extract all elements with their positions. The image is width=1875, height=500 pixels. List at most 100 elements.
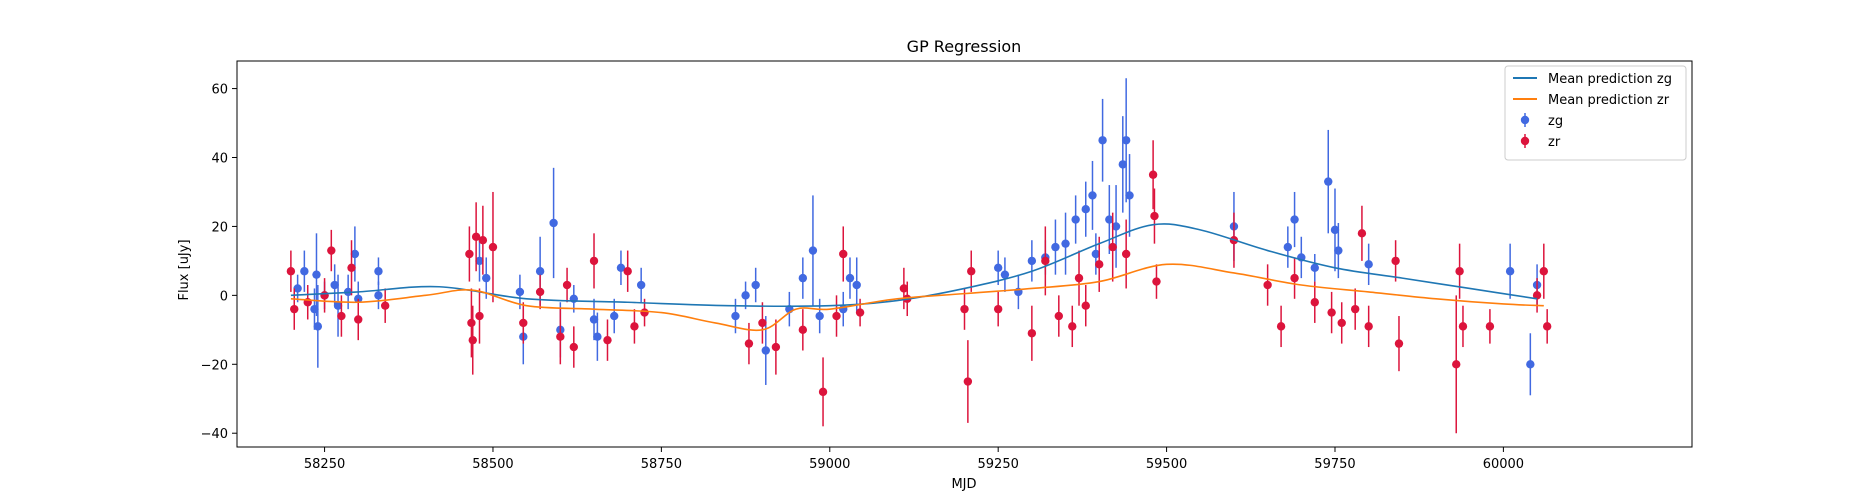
data-point-zr	[290, 304, 299, 314]
data-point-zr	[1394, 339, 1404, 348]
data-point-zr	[960, 304, 969, 314]
legend-box	[1504, 65, 1687, 161]
data-point-zg	[1290, 215, 1299, 224]
x-tick-label: 59500	[1146, 457, 1187, 472]
x-tick-label: 59750	[1314, 457, 1355, 472]
data-point-zg	[1505, 267, 1515, 276]
data-point-zr	[630, 322, 639, 331]
data-point-zr	[623, 267, 632, 276]
data-point-zg	[593, 332, 602, 341]
data-point-zr	[471, 232, 481, 241]
data-point-zg	[751, 280, 760, 290]
axes-frame	[236, 60, 1693, 448]
data-point-zr	[967, 267, 976, 276]
data-point-zg	[1105, 215, 1114, 224]
data-point-zg	[515, 287, 525, 297]
data-point-zr	[327, 246, 336, 255]
data-point-zg	[1310, 263, 1319, 272]
data-point-zr	[320, 291, 329, 300]
data-point-zr	[354, 315, 363, 324]
series-line-mean-prediction-zr	[290, 263, 1544, 332]
data-point-zg	[1118, 160, 1127, 169]
data-point-zr	[1290, 273, 1299, 283]
data-point-zr	[899, 284, 909, 293]
x-tick-label: 58250	[304, 457, 345, 472]
data-point-zg	[616, 263, 626, 272]
chart-title: GP Regression	[907, 37, 1022, 56]
data-point-zr	[569, 342, 579, 352]
data-point-zg	[1111, 222, 1121, 231]
legend-label: zr	[1548, 135, 1561, 150]
data-point-zr	[1081, 301, 1090, 310]
data-point-zr	[589, 256, 599, 266]
data-point-zr	[337, 311, 346, 321]
data-point-zr	[1542, 322, 1552, 331]
data-point-zr	[1337, 318, 1346, 328]
data-point-zr	[380, 301, 390, 310]
data-point-zr	[1027, 329, 1037, 338]
data-point-zr	[1391, 256, 1400, 266]
x-tick-label: 58500	[472, 457, 513, 472]
data-point-zr	[1054, 311, 1064, 321]
data-point-zg	[815, 311, 824, 321]
plot-area: 58250 58500 58750 59000 59250 59500 59750 60000…	[201, 60, 1693, 472]
data-point-zg	[761, 346, 770, 355]
data-point-zg	[1125, 191, 1134, 200]
data-point-zr	[347, 263, 356, 272]
data-point-zr	[1452, 360, 1461, 369]
data-point-zr	[1095, 260, 1104, 269]
data-point-zr	[468, 335, 477, 345]
data-point-zg	[993, 263, 1003, 272]
data-point-zg	[1071, 215, 1080, 224]
data-point-zr	[1458, 322, 1468, 331]
data-point-zr	[1539, 267, 1549, 276]
data-point-zg	[1061, 239, 1070, 248]
data-point-zg	[610, 311, 619, 321]
data-point-zg	[798, 273, 808, 283]
data-point-zg	[1027, 256, 1037, 266]
y-tick-label: 60	[211, 83, 228, 98]
data-point-zr	[1455, 267, 1464, 276]
data-point-zr	[1150, 211, 1159, 221]
data-point-zg	[333, 301, 343, 310]
data-point-zr	[818, 387, 828, 397]
legend-marker-swatch	[1520, 115, 1530, 125]
data-point-zr	[1041, 256, 1050, 266]
data-point-zr	[963, 377, 973, 386]
data-point-zg	[589, 315, 599, 324]
x-tick-label: 59250	[978, 457, 1019, 472]
data-point-zg	[1051, 242, 1060, 252]
y-tick-label: −20	[201, 358, 228, 373]
x-tick-label: 58750	[641, 457, 682, 472]
data-point-zg	[475, 256, 484, 266]
data-point-zg	[1098, 136, 1107, 145]
data-point-zg	[731, 311, 740, 321]
data-point-zg	[330, 280, 339, 290]
data-point-zr	[1074, 273, 1084, 283]
data-point-zr	[488, 242, 498, 252]
data-point-zg	[549, 218, 558, 228]
data-point-zr	[1121, 249, 1131, 259]
data-point-zg	[354, 294, 363, 304]
data-point-zg	[808, 246, 818, 255]
data-point-zr	[771, 342, 781, 352]
data-point-zr	[1357, 229, 1367, 238]
data-point-zg	[482, 273, 491, 283]
x-tick-label: 59000	[809, 457, 850, 472]
data-point-zr	[286, 267, 296, 276]
y-tick-label: 0	[220, 289, 228, 304]
data-point-zg	[1526, 360, 1535, 369]
data-point-zg	[852, 280, 861, 290]
data-point-zr	[465, 249, 474, 259]
y-tick-label: −40	[201, 427, 228, 442]
data-point-zr	[855, 308, 865, 317]
data-point-zr	[556, 332, 565, 341]
x-axis-label: MJD	[951, 477, 976, 492]
data-point-zr	[832, 311, 841, 321]
data-point-zr	[640, 308, 649, 317]
data-point-zr	[1364, 322, 1373, 331]
data-point-zr	[839, 249, 848, 259]
data-point-zr	[1532, 291, 1542, 300]
data-point-zg	[741, 291, 750, 300]
